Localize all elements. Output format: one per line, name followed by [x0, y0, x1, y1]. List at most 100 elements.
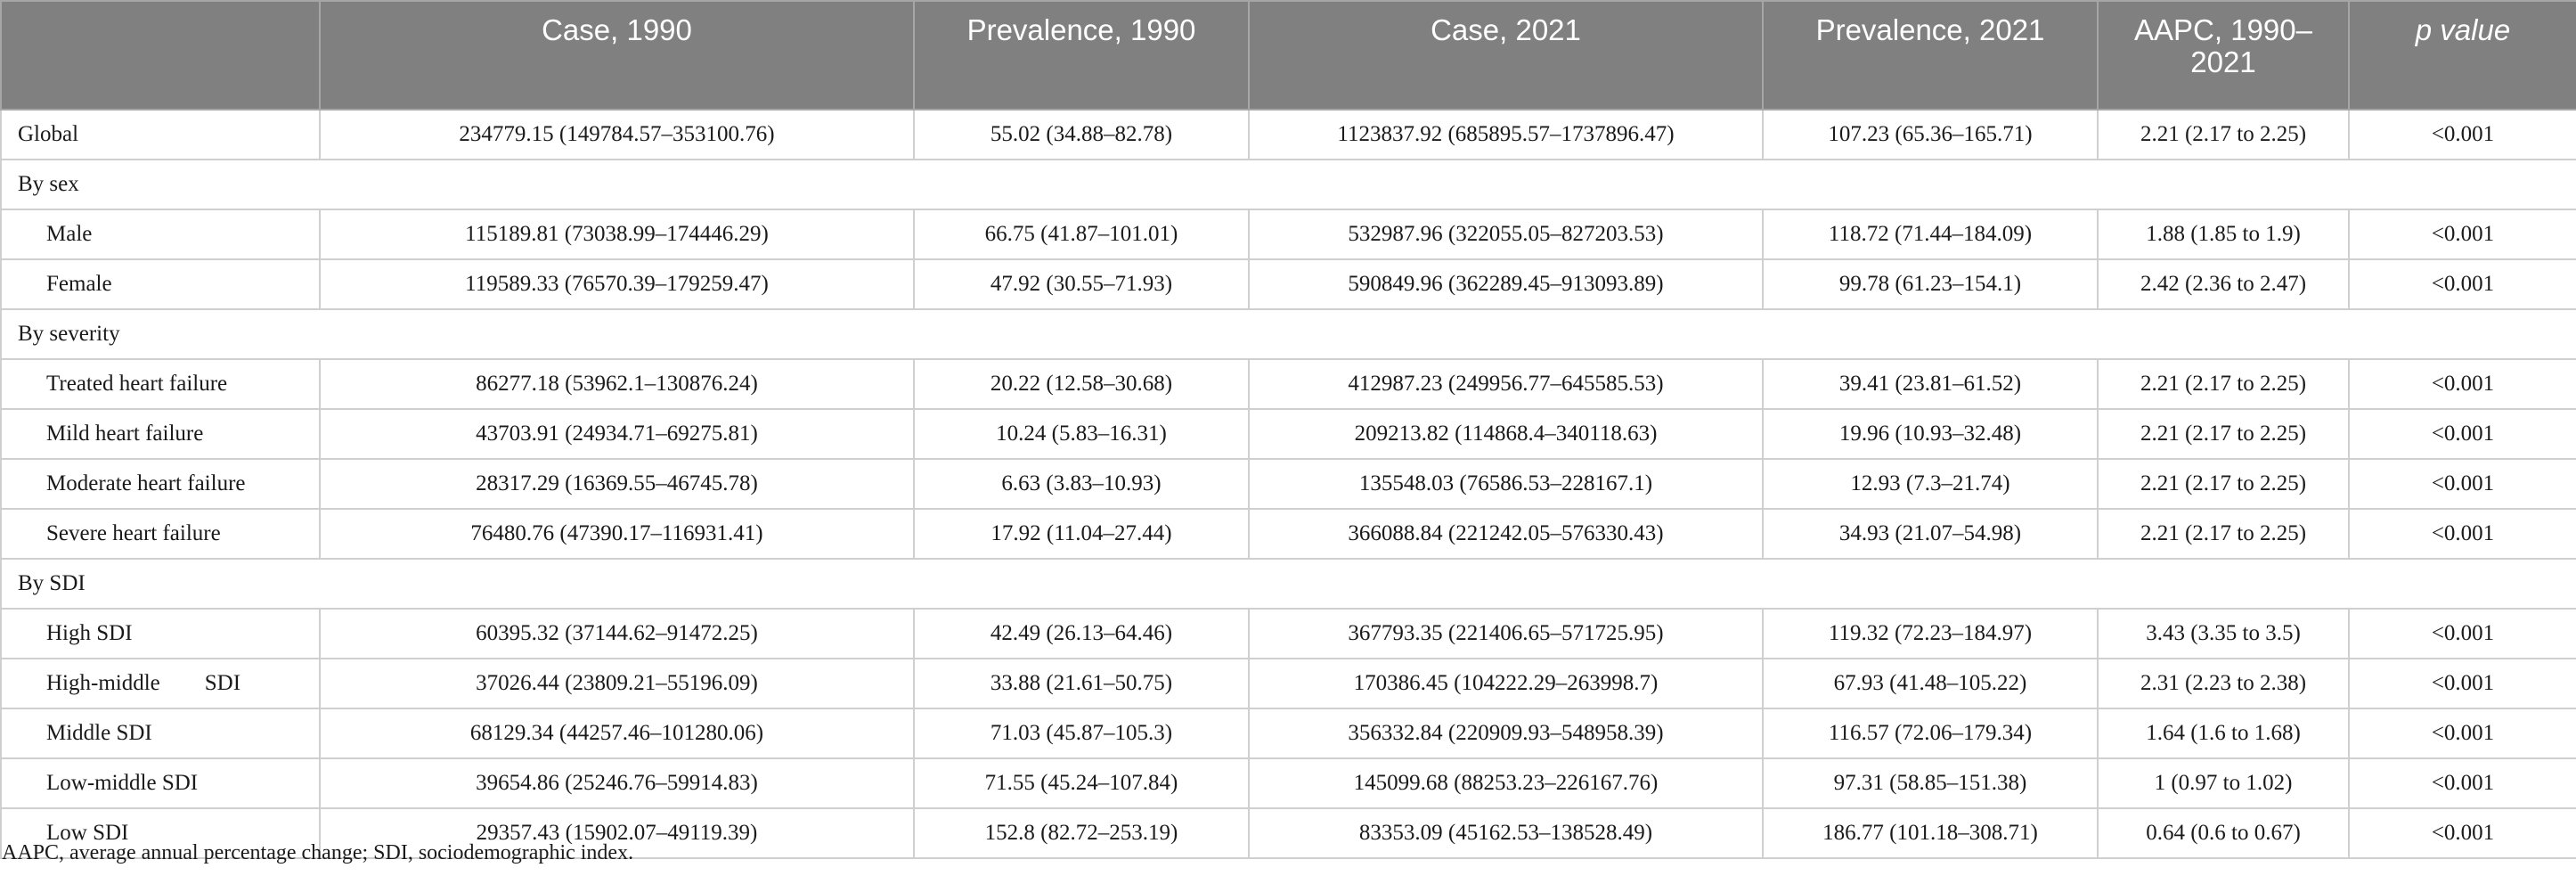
table-cell: <0.001 [2348, 209, 2576, 260]
table-cell: 76480.76 (47390.17–116931.41) [319, 508, 915, 560]
row-label: Low-middle SDI [0, 757, 321, 809]
group-row: By SDI [0, 558, 2576, 610]
table-cell: 19.96 (10.93–32.48) [1762, 408, 2099, 460]
table-cell: 99.78 (61.23–154.1) [1762, 258, 2099, 310]
row-label: High-middle SDI [0, 658, 321, 709]
row-label: Severe heart failure [0, 508, 321, 560]
table-header: Case, 1990 Prevalence, 1990 Case, 2021 Prev… [0, 0, 2576, 111]
table-cell: <0.001 [2348, 807, 2576, 859]
table-cell: 71.03 (45.87–105.3) [913, 708, 1250, 759]
table-cell: 71.55 (45.24–107.84) [913, 757, 1250, 809]
table-cell: 86277.18 (53962.1–130876.24) [319, 358, 915, 410]
table-cell: 145099.68 (88253.23–226167.76) [1248, 757, 1764, 809]
table-cell: 29357.43 (15902.07–49119.39) [319, 807, 915, 859]
table-cell: 119589.33 (76570.39–179259.47) [319, 258, 915, 310]
table-cell: 119.32 (72.23–184.97) [1762, 608, 2099, 659]
table-cell: <0.001 [2348, 658, 2576, 709]
table-cell: 2.21 (2.17 to 2.25) [2097, 408, 2350, 460]
row-label: Female [0, 258, 321, 310]
table-cell: 118.72 (71.44–184.09) [1762, 209, 2099, 260]
row-label: Middle SDI [0, 708, 321, 759]
table-cell: 412987.23 (249956.77–645585.53) [1248, 358, 1764, 410]
table-cell: 2.21 (2.17 to 2.25) [2097, 508, 2350, 560]
table-row: Low-middle SDI 39654.86 (25246.76–59914.8… [0, 757, 2576, 809]
table-cell: 356332.84 (220909.93–548958.39) [1248, 708, 1764, 759]
table-cell: 39654.86 (25246.76–59914.83) [319, 757, 915, 809]
table-cell: 590849.96 (362289.45–913093.89) [1248, 258, 1764, 310]
table-cell: 37026.44 (23809.21–55196.09) [319, 658, 915, 709]
table-cell: <0.001 [2348, 757, 2576, 809]
table-cell: 366088.84 (221242.05–576330.43) [1248, 508, 1764, 560]
table-cell: 47.92 (30.55–71.93) [913, 258, 1250, 310]
table-cell: 152.8 (82.72–253.19) [913, 807, 1250, 859]
group-row: By severity [0, 308, 2576, 360]
table-cell: 107.23 (65.36–165.71) [1762, 109, 2099, 160]
table-cell: 66.75 (41.87–101.01) [913, 209, 1250, 260]
table-body: Global 234779.15 (149784.57–353100.76) 55.… [0, 109, 2576, 859]
table-cell: 2.31 (2.23 to 2.38) [2097, 658, 2350, 709]
table-cell: 2.21 (2.17 to 2.25) [2097, 109, 2350, 160]
header-cell-empty [0, 0, 321, 111]
table-row: Male 115189.81 (73038.99–174446.29) 66.75 … [0, 209, 2576, 260]
table-cell: 17.92 (11.04–27.44) [913, 508, 1250, 560]
table-cell: 55.02 (34.88–82.78) [913, 109, 1250, 160]
table-cell: 135548.03 (76586.53–228167.1) [1248, 458, 1764, 510]
row-label: High SDI [0, 608, 321, 659]
table-cell: <0.001 [2348, 708, 2576, 759]
table-row: High-middle SDI 37026.44 (23809.21–55196.… [0, 658, 2576, 709]
table-cell: 12.93 (7.3–21.74) [1762, 458, 2099, 510]
column-header: Prevalence, 2021 [1762, 0, 2099, 111]
column-header: Prevalence, 1990 [913, 0, 1250, 111]
table-cell: 83353.09 (45162.53–138528.49) [1248, 807, 1764, 859]
row-label: Treated heart failure [0, 358, 321, 410]
table-cell: 170386.45 (104222.29–263998.7) [1248, 658, 1764, 709]
column-header: Case, 1990 [319, 0, 915, 111]
table-cell: 43703.91 (24934.71–69275.81) [319, 408, 915, 460]
table-cell: 115189.81 (73038.99–174446.29) [319, 209, 915, 260]
table-cell: 2.21 (2.17 to 2.25) [2097, 358, 2350, 410]
table-row: High SDI 60395.32 (37144.62–91472.25) 42.4… [0, 608, 2576, 659]
table-cell: <0.001 [2348, 358, 2576, 410]
group-label: By severity [0, 308, 2576, 360]
table-cell: <0.001 [2348, 458, 2576, 510]
row-label: Mild heart failure [0, 408, 321, 460]
table-cell: <0.001 [2348, 408, 2576, 460]
table-cell: 234779.15 (149784.57–353100.76) [319, 109, 915, 160]
table-row: Female 119589.33 (76570.39–179259.47) 47.9… [0, 258, 2576, 310]
table-footnote: AAPC, average annual percentage change; … [2, 841, 634, 864]
table-cell: 60395.32 (37144.62–91472.25) [319, 608, 915, 659]
table-cell: 209213.82 (114868.4–340118.63) [1248, 408, 1764, 460]
table-cell: 2.21 (2.17 to 2.25) [2097, 458, 2350, 510]
table-cell: 0.64 (0.6 to 0.67) [2097, 807, 2350, 859]
row-label: Male [0, 209, 321, 260]
table-row: Moderate heart failure 28317.29 (16369.55… [0, 458, 2576, 510]
table-cell: 33.88 (21.61–50.75) [913, 658, 1250, 709]
row-label: Global [0, 109, 321, 160]
table-row: Low SDI 29357.43 (15902.07–49119.39) 152.8… [0, 807, 2576, 859]
column-header: p value [2348, 0, 2576, 111]
table-cell: 67.93 (41.48–105.22) [1762, 658, 2099, 709]
table-cell: 20.22 (12.58–30.68) [913, 358, 1250, 410]
table-cell: 68129.34 (44257.46–101280.06) [319, 708, 915, 759]
table-cell: <0.001 [2348, 508, 2576, 560]
table-cell: <0.001 [2348, 109, 2576, 160]
group-label: By SDI [0, 558, 2576, 610]
table-cell: 97.31 (58.85–151.38) [1762, 757, 2099, 809]
table-cell: 116.57 (72.06–179.34) [1762, 708, 2099, 759]
table-cell: 3.43 (3.35 to 3.5) [2097, 608, 2350, 659]
group-label: By sex [0, 159, 2576, 210]
header-row: Case, 1990 Prevalence, 1990 Case, 2021 Prev… [0, 0, 2576, 111]
table-row: Severe heart failure 76480.76 (47390.17–1… [0, 508, 2576, 560]
column-header: AAPC, 1990–2021 [2097, 0, 2350, 111]
table-row: Middle SDI 68129.34 (44257.46–101280.06) 7… [0, 708, 2576, 759]
table-cell: 1.88 (1.85 to 1.9) [2097, 209, 2350, 260]
row-label: Low SDI [0, 807, 321, 859]
column-header: Case, 2021 [1248, 0, 1764, 111]
row-label: Moderate heart failure [0, 458, 321, 510]
table-cell: 28317.29 (16369.55–46745.78) [319, 458, 915, 510]
table-cell: 186.77 (101.18–308.71) [1762, 807, 2099, 859]
table-cell: 10.24 (5.83–16.31) [913, 408, 1250, 460]
group-row: By sex [0, 159, 2576, 210]
table-cell: 39.41 (23.81–61.52) [1762, 358, 2099, 410]
